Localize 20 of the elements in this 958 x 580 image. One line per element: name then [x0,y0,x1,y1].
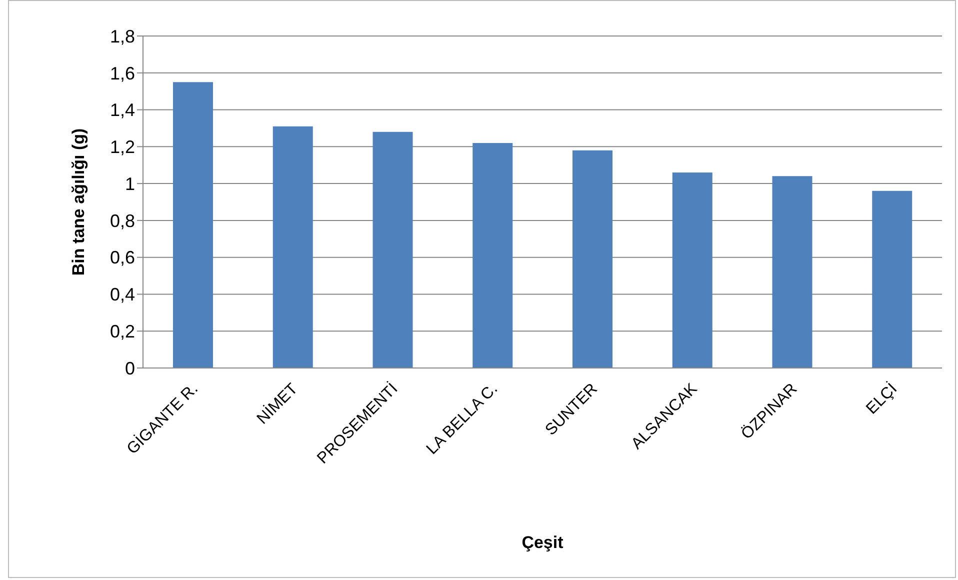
bar [872,190,912,368]
y-tick-label: 0,6 [110,248,135,268]
bar [672,172,712,368]
y-tick-label: 1,4 [110,100,135,120]
bar [173,82,213,368]
y-tick-label: 1,6 [110,63,135,84]
bar [572,150,612,368]
y-tick-label: 0 [124,358,135,378]
y-tick-label: 0,8 [110,210,135,231]
x-axis-title: Çeşit [522,533,564,552]
y-tick-label: 1 [124,174,135,194]
bar [372,132,413,368]
bar [472,142,513,368]
y-tick-label: 0,4 [110,284,135,305]
y-tick-label: 0,2 [110,322,135,342]
y-axis-title: Bin tane ağılığı (g) [69,128,88,276]
bar [772,176,812,368]
y-tick-label: 1,2 [110,137,135,158]
bar [272,126,313,368]
y-tick-label: 1,8 [110,26,135,46]
